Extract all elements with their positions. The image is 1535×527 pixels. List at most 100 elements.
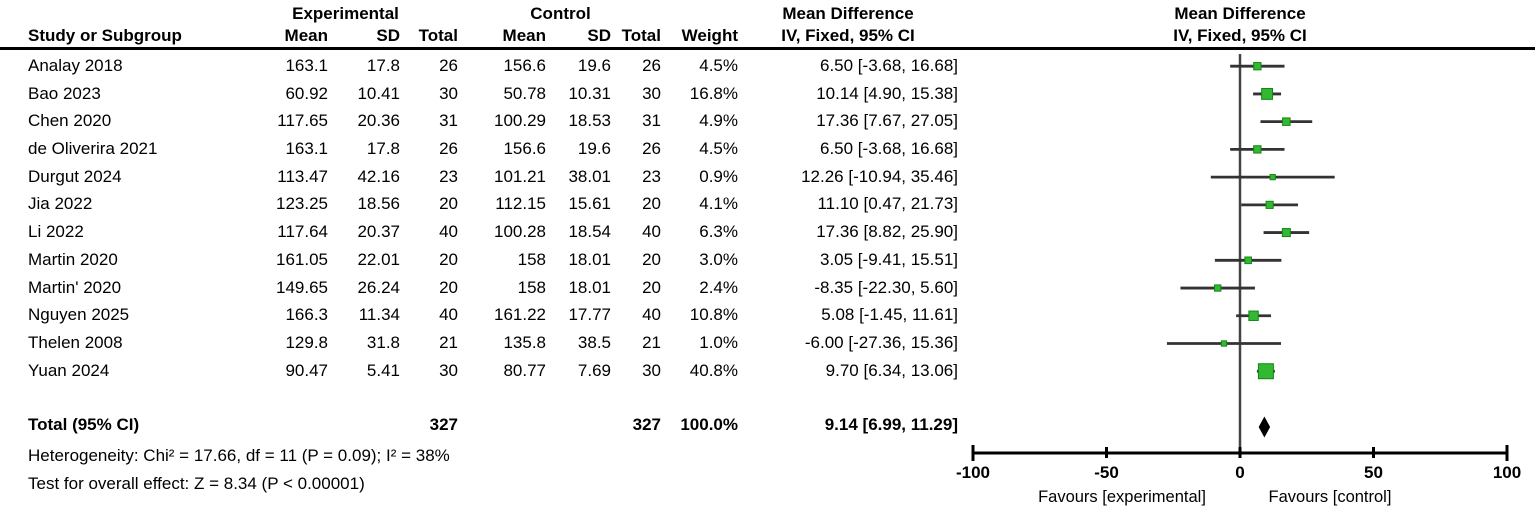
exp-mean: 60.92 — [285, 83, 328, 103]
ctl-total: 20 — [642, 277, 661, 297]
exp-sd: 26.24 — [357, 277, 400, 297]
study-label: Nguyen 2025 — [28, 305, 130, 325]
table-row: Jia 2022 123.25 18.56 20 112.15 15.61 20 4.1% 11… — [28, 191, 958, 219]
ctl-sd: 18.01 — [568, 249, 611, 269]
total-ctl-n: 327 — [632, 415, 661, 434]
exp-mean: 117.64 — [277, 222, 328, 242]
exp-mean: 90.47 — [285, 360, 328, 380]
col-header-ctl-total: Total — [621, 26, 661, 45]
weight: 4.1% — [699, 194, 738, 214]
effect-ci: 6.50 [-3.68, 16.68] — [820, 55, 958, 75]
effect-ci: 12.26 [-10.94, 35.46] — [801, 166, 958, 186]
ctl-mean: 100.29 — [494, 111, 546, 131]
col-header-exp-mean: Mean — [284, 26, 328, 45]
study-label: Yuan 2024 — [28, 360, 110, 380]
exp-total: 20 — [439, 249, 458, 269]
study-label: Bao 2023 — [28, 83, 101, 103]
exp-total: 30 — [439, 83, 458, 103]
ctl-mean: 161.22 — [494, 305, 546, 325]
ctl-total: 26 — [642, 55, 661, 75]
table-row: Martin' 2020 149.65 26.24 20 158 18.01 20 2.4% -… — [28, 274, 958, 302]
study-label: Jia 2022 — [28, 194, 93, 214]
col-header-study: Study or Subgroup — [28, 26, 182, 45]
weight: 4.5% — [699, 55, 738, 75]
ctl-total: 21 — [642, 333, 661, 353]
ctl-sd: 17.77 — [568, 305, 611, 325]
exp-sd: 10.41 — [357, 83, 400, 103]
study-label: Li 2022 — [28, 222, 84, 242]
study-label: de Oliverira 2021 — [28, 139, 158, 159]
study-label: Martin 2020 — [28, 249, 118, 269]
exp-total: 30 — [439, 360, 458, 380]
table-row: Yuan 2024 90.47 5.41 30 80.77 7.69 30 40.8% 9.70… — [28, 357, 958, 385]
table-row: Thelen 2008 129.8 31.8 21 135.8 38.5 21 1.0% -6.… — [28, 329, 958, 357]
weight: 3.0% — [699, 249, 738, 269]
ctl-total: 26 — [642, 139, 661, 159]
ctl-mean: 80.77 — [503, 360, 546, 380]
exp-sd: 42.16 — [357, 166, 400, 186]
exp-total: 26 — [439, 139, 458, 159]
effect-ci: 17.36 [8.82, 25.90] — [816, 222, 958, 242]
exp-total: 21 — [439, 333, 458, 353]
exp-mean: 163.1 — [285, 139, 328, 159]
exp-mean: 149.65 — [276, 277, 328, 297]
col-header-exp-total: Total — [418, 26, 458, 45]
exp-sd: 31.8 — [366, 333, 400, 353]
heterogeneity-stat: Heterogeneity: Chi² = 17.66, df = 11 (P … — [28, 446, 450, 465]
effect-ci: -8.35 [-22.30, 5.60] — [814, 277, 958, 297]
exp-sd: 20.37 — [357, 222, 400, 242]
exp-total: 26 — [439, 55, 458, 75]
ctl-sd: 7.69 — [577, 360, 611, 380]
table-row: Li 2022 117.64 20.37 40 100.28 18.54 40 6.3% 17.… — [28, 218, 958, 246]
ctl-total: 40 — [642, 305, 661, 325]
weight: 1.0% — [699, 333, 738, 353]
ctl-total: 40 — [642, 222, 661, 242]
mean-difference-header-left: Mean Difference — [782, 4, 914, 23]
total-weight: 100.0% — [680, 415, 738, 434]
ctl-mean: 156.6 — [503, 139, 546, 159]
total-label: Total (95% CI) — [28, 415, 140, 434]
study-label: Durgut 2024 — [28, 166, 122, 186]
ctl-sd: 19.6 — [577, 139, 611, 159]
ctl-sd: 38.01 — [568, 166, 611, 186]
exp-total: 20 — [439, 194, 458, 214]
weight: 4.5% — [699, 139, 738, 159]
effect-ci: 9.70 [6.34, 13.06] — [825, 360, 958, 380]
svg-text:Favours [control]: Favours [control] — [1269, 488, 1392, 506]
table-row: Bao 2023 60.92 10.41 30 50.78 10.31 30 16.8% 10.… — [28, 80, 958, 108]
table-row: Chen 2020 117.65 20.36 31 100.29 18.53 31 4.9% 1… — [28, 107, 958, 135]
exp-total: 31 — [439, 111, 458, 131]
exp-total: 40 — [439, 222, 458, 242]
control-group-header: Control — [530, 4, 591, 23]
table-row: Martin 2020 161.05 22.01 20 158 18.01 20 3.0% 3.… — [28, 246, 958, 274]
ctl-sd: 38.5 — [577, 333, 611, 353]
ctl-total: 20 — [642, 194, 661, 214]
table-row: de Oliverira 2021 163.1 17.8 26 156.6 19.6 26 4… — [28, 135, 958, 163]
total-row: Total (95% CI) 327 327 100.0% 9.14 [6.99… — [28, 411, 958, 439]
exp-mean: 123.25 — [276, 194, 328, 214]
header-divider-line — [0, 47, 1535, 50]
total-effect-ci: 9.14 [6.99, 11.29] — [824, 415, 958, 434]
ctl-sd: 19.6 — [577, 55, 611, 75]
ctl-mean: 100.28 — [494, 222, 546, 242]
col-header-weight: Weight — [681, 26, 738, 45]
col-header-exp-sd: SD — [376, 26, 400, 45]
mean-difference-header-right: Mean Difference — [1174, 4, 1306, 23]
ci-method-header-right: IV, Fixed, 95% CI — [1173, 26, 1307, 45]
exp-mean: 113.47 — [277, 166, 328, 186]
svg-text:50: 50 — [1364, 463, 1383, 482]
ctl-sd: 18.53 — [568, 111, 611, 131]
svg-text:100: 100 — [1493, 463, 1521, 482]
exp-total: 23 — [439, 166, 458, 186]
svg-text:-100: -100 — [956, 463, 990, 482]
effect-ci: 17.36 [7.67, 27.05] — [816, 111, 958, 131]
ctl-mean: 135.8 — [503, 333, 546, 353]
study-rows: Analay 2018 163.1 17.8 26 156.6 19.6 26 4.5% 6.5… — [28, 52, 958, 385]
exp-mean: 129.8 — [285, 333, 328, 353]
ctl-mean: 101.21 — [494, 166, 546, 186]
ctl-mean: 156.6 — [503, 55, 546, 75]
col-header-ctl-mean: Mean — [502, 26, 546, 45]
exp-sd: 17.8 — [366, 55, 400, 75]
study-label: Analay 2018 — [28, 55, 123, 75]
